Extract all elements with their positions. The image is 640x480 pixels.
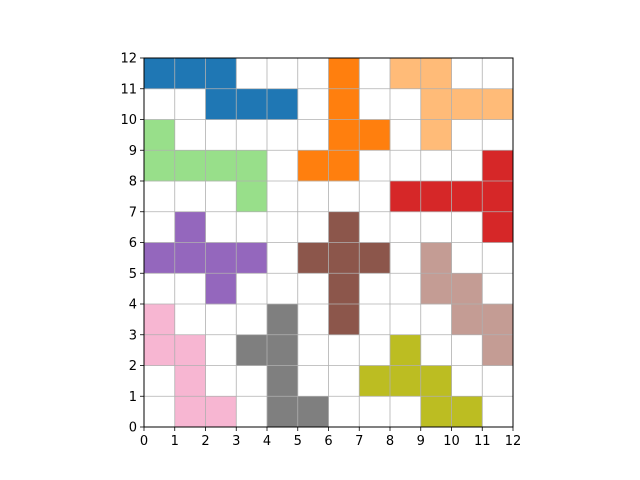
- purple-piece-cell: [205, 242, 237, 274]
- x-tick-label: 12: [505, 434, 522, 449]
- light-green-piece-cell: [144, 150, 176, 182]
- pink-piece-cell: [174, 396, 206, 428]
- pink-piece-cell: [174, 334, 206, 366]
- light-orange-piece-cell: [420, 119, 452, 151]
- y-tick-label: 9: [129, 144, 137, 159]
- light-brown-piece-cell: [420, 242, 452, 274]
- x-tick-label: 2: [201, 434, 209, 449]
- gray-piece-cell: [267, 365, 299, 397]
- x-tick-label: 8: [386, 434, 394, 449]
- orange-piece-cell: [328, 119, 360, 151]
- light-green-piece-cell: [205, 150, 237, 182]
- gray-piece-cell: [267, 334, 299, 366]
- red-piece-cell: [482, 211, 514, 243]
- orange-piece-cell: [359, 119, 391, 151]
- purple-piece-cell: [174, 242, 206, 274]
- red-piece-cell: [451, 181, 483, 213]
- y-tick-label: 2: [129, 359, 137, 374]
- light-orange-piece-cell: [420, 88, 452, 120]
- y-tick-label: 1: [129, 390, 137, 405]
- x-tick-label: 9: [417, 434, 425, 449]
- gray-piece-cell: [236, 334, 268, 366]
- y-tick-label: 8: [129, 175, 137, 190]
- y-tick-label: 7: [129, 205, 137, 220]
- orange-piece-cell: [328, 88, 360, 120]
- x-tick-label: 5: [294, 434, 302, 449]
- light-brown-piece-cell: [482, 304, 514, 336]
- brown-piece-cell: [328, 273, 360, 305]
- orange-piece-cell: [328, 150, 360, 182]
- x-tick-label: 0: [140, 434, 148, 449]
- orange-piece-cell: [328, 58, 360, 90]
- olive-piece-cell: [390, 334, 422, 366]
- x-tick-label: 10: [443, 434, 460, 449]
- light-green-piece-cell: [236, 181, 268, 213]
- blue-piece-cell: [236, 88, 268, 120]
- light-brown-piece-cell: [420, 273, 452, 305]
- pink-piece-cell: [144, 334, 176, 366]
- y-tick-label: 6: [129, 236, 137, 251]
- olive-piece-cell: [420, 365, 452, 397]
- x-axis-ticks: 0 1 2 3 4 5 6 7 8 9 10 11 12: [140, 427, 521, 449]
- light-brown-piece-cell: [451, 304, 483, 336]
- blue-piece-cell: [205, 88, 237, 120]
- pink-piece-cell: [144, 304, 176, 336]
- y-tick-label: 11: [120, 82, 137, 97]
- light-orange-piece-cell: [451, 88, 483, 120]
- pink-piece-cell: [205, 396, 237, 428]
- y-tick-label: 12: [120, 52, 137, 67]
- y-tick-label: 3: [129, 328, 137, 343]
- purple-piece-cell: [236, 242, 268, 274]
- olive-piece-cell: [451, 396, 483, 428]
- light-green-piece-cell: [236, 150, 268, 182]
- y-tick-label: 0: [129, 421, 137, 436]
- blue-piece-cell: [205, 58, 237, 90]
- orange-piece-cell: [297, 150, 329, 182]
- light-brown-piece-cell: [451, 273, 483, 305]
- purple-piece-cell: [144, 242, 176, 274]
- x-tick-label: 6: [324, 434, 332, 449]
- olive-piece-cell: [390, 365, 422, 397]
- light-green-piece-cell: [144, 119, 176, 151]
- x-tick-label: 4: [263, 434, 271, 449]
- red-piece-cell: [482, 181, 514, 213]
- piece-cells-layer: [144, 58, 514, 428]
- light-orange-piece-cell: [482, 88, 514, 120]
- y-tick-label: 10: [120, 113, 137, 128]
- olive-piece-cell: [420, 396, 452, 428]
- brown-piece-cell: [328, 211, 360, 243]
- brown-piece-cell: [297, 242, 329, 274]
- x-tick-label: 11: [474, 434, 491, 449]
- y-tick-label: 5: [129, 267, 137, 282]
- olive-piece-cell: [359, 365, 391, 397]
- light-green-piece-cell: [174, 150, 206, 182]
- x-tick-label: 7: [355, 434, 363, 449]
- pink-piece-cell: [174, 365, 206, 397]
- red-piece-cell: [482, 150, 514, 182]
- brown-piece-cell: [359, 242, 391, 274]
- brown-piece-cell: [328, 242, 360, 274]
- y-tick-label: 4: [129, 298, 137, 313]
- red-piece-cell: [390, 181, 422, 213]
- blue-piece-cell: [267, 88, 299, 120]
- blue-piece-cell: [174, 58, 206, 90]
- red-piece-cell: [420, 181, 452, 213]
- light-orange-piece-cell: [420, 58, 452, 90]
- gray-piece-cell: [267, 396, 299, 428]
- gray-piece-cell: [297, 396, 329, 428]
- x-tick-label: 3: [232, 434, 240, 449]
- light-orange-piece-cell: [390, 58, 422, 90]
- blue-piece-cell: [144, 58, 176, 90]
- gray-piece-cell: [267, 304, 299, 336]
- purple-piece-cell: [174, 211, 206, 243]
- brown-piece-cell: [328, 304, 360, 336]
- x-tick-label: 1: [171, 434, 179, 449]
- purple-piece-cell: [205, 273, 237, 305]
- light-brown-piece-cell: [482, 334, 514, 366]
